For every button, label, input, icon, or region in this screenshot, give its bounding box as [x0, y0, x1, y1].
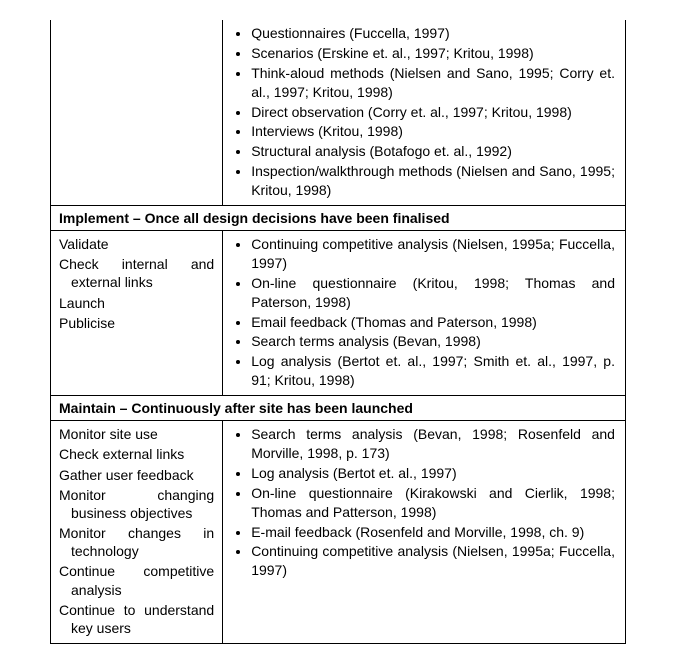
left-item: Launch	[59, 294, 214, 312]
list-item: Search terms analysis (Bevan, 1998; Rose…	[251, 425, 615, 463]
left-item: Check internal and external links	[59, 255, 214, 291]
maintain-right: Search terms analysis (Bevan, 1998; Rose…	[223, 421, 625, 643]
list-item: On-line questionnaire (Kritou, 1998; Tho…	[251, 274, 615, 312]
list-item: On-line questionnaire (Kirakowski and Ci…	[251, 484, 615, 522]
section-header-maintain: Maintain – Continuously after site has b…	[51, 395, 625, 420]
top-right-cell: Questionnaires (Fuccella, 1997) Scenario…	[223, 20, 625, 205]
list-item: Structural analysis (Botafogo et. al., 1…	[251, 142, 615, 161]
list-item: Direct observation (Corry et. al., 1997;…	[251, 103, 615, 122]
list-item: Questionnaires (Fuccella, 1997)	[251, 24, 615, 43]
implement-left: Validate Check internal and external lin…	[51, 231, 223, 395]
section-row-implement: Validate Check internal and external lin…	[51, 230, 625, 395]
maintain-bullet-list: Search terms analysis (Bevan, 1998; Rose…	[237, 425, 615, 580]
left-item: Monitor changing business objectives	[59, 486, 214, 522]
list-item: Inspection/walkthrough methods (Nielsen …	[251, 162, 615, 200]
list-item: Search terms analysis (Bevan, 1998)	[251, 332, 615, 351]
left-item: Monitor changes in technology	[59, 524, 214, 560]
top-bullet-list: Questionnaires (Fuccella, 1997) Scenario…	[237, 24, 615, 200]
left-item: Check external links	[59, 445, 214, 463]
top-row: Questionnaires (Fuccella, 1997) Scenario…	[51, 20, 625, 205]
maintain-left: Monitor site use Check external links Ga…	[51, 421, 223, 643]
list-item: Continuing competitive analysis (Nielsen…	[251, 235, 615, 273]
list-item: Scenarios (Erskine et. al., 1997; Kritou…	[251, 44, 615, 63]
section-header-text: Maintain – Continuously after site has b…	[51, 396, 625, 420]
list-item: Interviews (Kritou, 1998)	[251, 122, 615, 141]
left-item: Publicise	[59, 314, 214, 332]
list-item: E-mail feedback (Rosenfeld and Morville,…	[251, 523, 615, 542]
list-item: Think-aloud methods (Nielsen and Sano, 1…	[251, 64, 615, 102]
left-item: Monitor site use	[59, 425, 214, 443]
top-left-cell	[51, 20, 223, 205]
section-row-maintain: Monitor site use Check external links Ga…	[51, 420, 625, 643]
list-item: Log analysis (Bertot et. al., 1997; Smit…	[251, 352, 615, 390]
implement-right: Continuing competitive analysis (Nielsen…	[223, 231, 625, 395]
left-item: Validate	[59, 235, 214, 253]
list-item: Log analysis (Bertot et. al., 1997)	[251, 464, 615, 483]
table: Questionnaires (Fuccella, 1997) Scenario…	[50, 20, 626, 644]
list-item: Email feedback (Thomas and Paterson, 199…	[251, 313, 615, 332]
list-item: Continuing competitive analysis (Nielsen…	[251, 542, 615, 580]
left-item: Gather user feedback	[59, 466, 214, 484]
section-header-text: Implement – Once all design decisions ha…	[51, 206, 625, 230]
implement-bullet-list: Continuing competitive analysis (Nielsen…	[237, 235, 615, 390]
section-header-implement: Implement – Once all design decisions ha…	[51, 205, 625, 230]
left-item: Continue competitive analysis	[59, 562, 214, 598]
